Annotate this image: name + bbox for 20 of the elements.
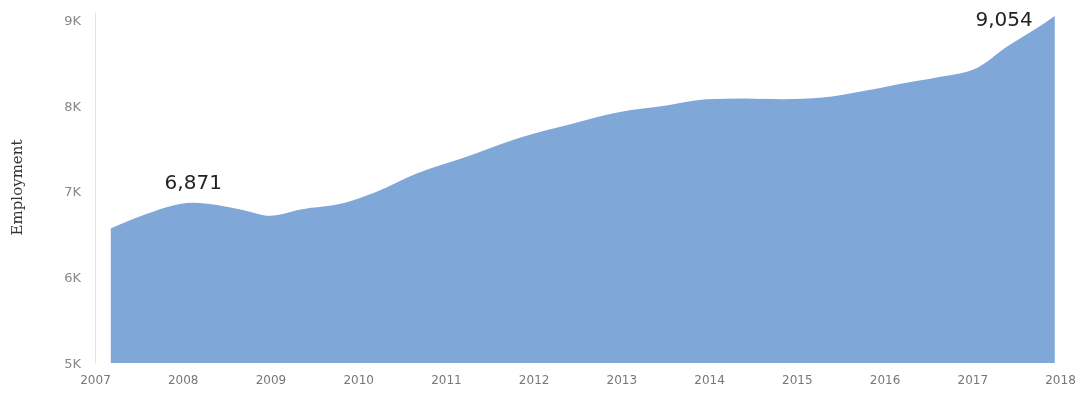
x-tick-label: 2008 <box>167 372 199 387</box>
y-tick-label: 9K <box>64 13 82 29</box>
x-tick-label: 2011 <box>431 372 462 387</box>
x-tick-label: 2013 <box>606 372 638 387</box>
x-tick-label: 2010 <box>343 372 374 387</box>
x-tick-label: 2017 <box>957 372 989 387</box>
x-tick-label: 2018 <box>1045 372 1076 387</box>
x-tick-label: 2007 <box>80 372 111 387</box>
y-tick-label: 8K <box>64 98 82 114</box>
x-tick-label: 2016 <box>869 372 901 387</box>
x-tick-label: 2009 <box>255 372 287 387</box>
y-axis-title: Employment <box>8 139 26 236</box>
y-tick-label: 5K <box>64 355 82 371</box>
annotation: 6,871 <box>164 169 222 194</box>
y-tick-label: 7K <box>64 184 82 200</box>
annotation: 9,054 <box>975 7 1033 31</box>
x-tick-label: 2015 <box>782 372 813 387</box>
x-tick-label: 2012 <box>518 372 550 387</box>
y-tick-label: 6K <box>64 270 82 286</box>
x-tick-label: 2014 <box>694 372 725 387</box>
